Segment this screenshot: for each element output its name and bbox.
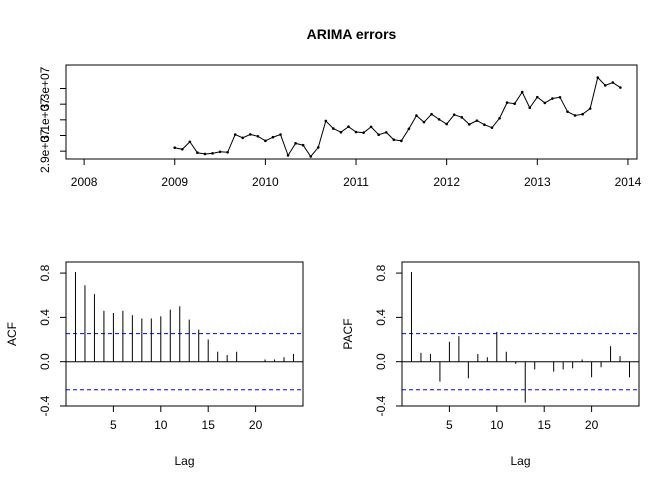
pacf-panel: 5 10 15 20 Lag -0.4 0.0 0.4 0.8 PACF [341,261,640,468]
chart-title: ARIMA errors [307,26,397,42]
x-tick-label: 20 [249,418,263,432]
data-point [309,155,313,158]
y-tick-label: -0.4 [38,395,52,416]
data-point [430,112,433,116]
y-axis-title: PACF [341,318,355,349]
acf-panel: 5 10 15 20 Lag -0.4 0.0 0.4 0.8 ACF [5,261,304,468]
data-point [354,130,358,134]
x-axis-title: Lag [510,454,530,468]
data-point [233,133,237,136]
data-point [218,150,222,154]
data-point [498,116,501,120]
x-tick-label: 15 [538,418,552,432]
data-point [603,84,607,87]
y-tick-label: -0.4 [374,395,388,416]
data-point [301,143,305,147]
data-point [347,125,350,129]
series-line [174,76,621,158]
data-point [332,127,335,130]
data-point [573,114,577,117]
data-point [490,126,494,129]
data-point [558,95,562,99]
data-point [384,131,388,134]
y-tick-label: 3.3e+07 [38,66,52,110]
data-point [271,135,275,139]
data-point [241,136,245,140]
data-point [445,122,448,126]
data-point [407,127,411,131]
y-tick-label: 0.8 [374,264,388,281]
data-point [362,131,365,134]
data-point [211,152,214,155]
time-series-panel: ARIMA errors 2008 2009 2010 2011 2012 2013 2014… [38,26,642,189]
x-tick-label: 2012 [433,175,460,189]
data-point [611,81,615,84]
data-point [173,146,177,150]
x-tick-label: 2011 [343,175,369,189]
y-axis-title: ACF [5,322,19,346]
data-point [543,101,547,105]
y-tick-label: 0.0 [38,353,52,370]
data-point [264,139,267,143]
x-tick-label: 2009 [161,175,188,189]
x-tick-label: 2008 [71,175,98,189]
data-point [596,76,600,79]
x-tick-label: 2010 [252,175,279,189]
data-point [513,102,516,105]
data-point [460,116,464,119]
data-point [619,86,622,89]
data-point [551,97,554,100]
data-point [279,133,282,136]
data-point [581,112,584,116]
data-point [188,140,192,144]
data-point [339,130,343,134]
data-point [528,106,532,110]
data-point [468,123,471,126]
data-point [248,133,252,136]
data-point [392,138,396,142]
data-point [316,146,320,149]
plot-frame [65,64,638,160]
x-tick-label: 5 [446,418,453,432]
y-tick-label: 0.4 [38,309,52,326]
data-point [181,147,184,151]
y-tick-label: 0.8 [38,264,52,281]
x-axis-title: Lag [174,454,194,468]
x-tick-label: 2013 [524,175,551,189]
data-point [196,151,199,155]
x-tick-label: 15 [202,418,216,432]
data-point [475,119,479,122]
y-tick-label: 3.1e+07 [38,98,52,142]
data-point [256,134,260,138]
data-point [203,152,207,156]
data-point [294,142,297,145]
y-tick-label: 0.0 [374,353,388,370]
data-point [536,95,539,99]
x-tick-label: 10 [154,418,168,432]
data-point [422,120,426,124]
data-point [377,133,380,137]
data-point [369,125,373,129]
y-tick-label: 2.9e+07 [38,129,52,173]
data-point [452,113,456,116]
data-point [415,114,418,117]
data-point [286,154,290,157]
x-tick-label: 10 [490,418,504,432]
data-point [437,118,441,121]
data-point [483,123,486,126]
data-point [226,150,229,154]
y-tick-label: 0.4 [374,309,388,326]
x-tick-label: 20 [585,418,599,432]
data-point [588,107,592,110]
data-point [505,101,509,104]
x-tick-label: 5 [110,418,117,432]
data-point [566,110,569,113]
data-point [400,139,403,143]
data-point [520,90,524,94]
data-point [324,119,328,123]
x-tick-label: 2014 [615,175,642,189]
